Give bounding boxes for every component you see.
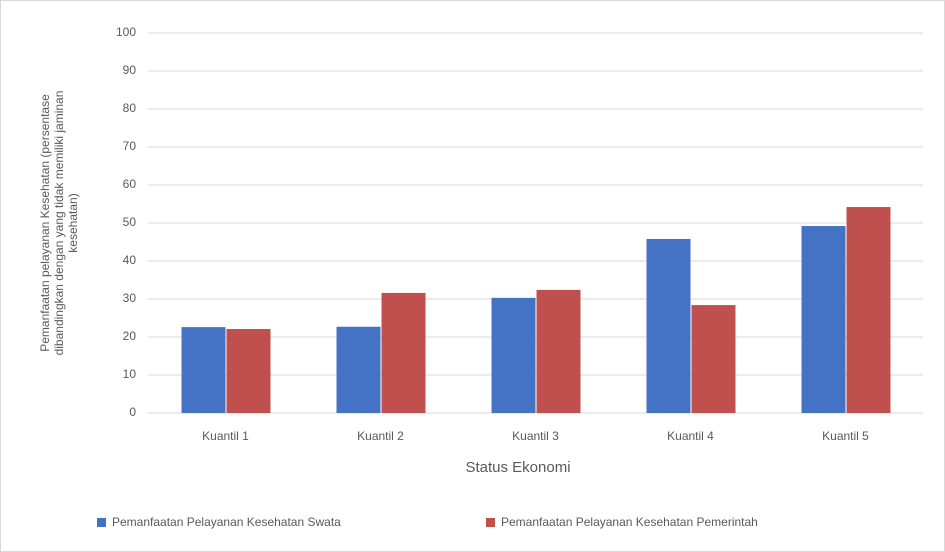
bar <box>381 292 426 413</box>
y-tick-label: 40 <box>123 253 137 267</box>
bar <box>691 305 736 413</box>
legend-label: Pemanfaatan Pelayanan Kesehatan Pemerint… <box>501 515 758 529</box>
y-axis-title: dibandingkan dengan yang tidak memiliki … <box>52 91 66 356</box>
y-tick-label: 0 <box>129 405 136 419</box>
bar <box>226 329 271 413</box>
y-tick-label: 80 <box>123 101 137 115</box>
bar <box>536 289 581 413</box>
x-axis-title: Status Ekonomi <box>465 459 570 476</box>
y-tick-label: 70 <box>123 139 137 153</box>
bar <box>801 226 846 413</box>
y-tick-label: 60 <box>123 177 137 191</box>
y-tick-label: 50 <box>123 215 137 229</box>
bar <box>491 297 536 413</box>
bar <box>181 327 226 413</box>
legend-swatch <box>486 518 495 527</box>
legend-label: Pemanfaatan Pelayanan Kesehatan Swata <box>112 515 341 529</box>
y-tick-label: 100 <box>116 25 136 39</box>
y-tick-label: 90 <box>123 63 137 77</box>
x-tick-label: Kuantil 1 <box>202 429 249 443</box>
y-tick-label: 10 <box>123 367 137 381</box>
legend-swatch <box>97 518 106 527</box>
x-tick-label: Kuantil 2 <box>357 429 404 443</box>
x-tick-label: Kuantil 5 <box>822 429 869 443</box>
bar <box>646 238 691 413</box>
bar <box>846 207 891 413</box>
bar <box>336 326 381 413</box>
y-tick-label: 20 <box>123 329 137 343</box>
y-axis-title: Pemanfaatan pelayanan Kesehatan (persent… <box>38 94 52 352</box>
y-tick-label: 30 <box>123 291 137 305</box>
x-tick-label: Kuantil 3 <box>512 429 559 443</box>
y-axis-title: kesehatan) <box>66 193 80 252</box>
x-tick-label: Kuantil 4 <box>667 429 714 443</box>
